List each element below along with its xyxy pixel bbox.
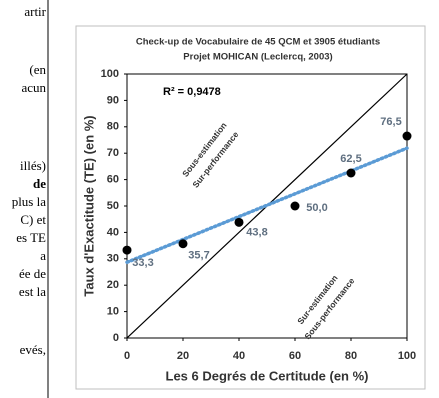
data-point bbox=[122, 245, 132, 255]
data-label: 43,8 bbox=[246, 226, 267, 238]
y-axis-label: Taux d'Exactitude (TE) (en %) bbox=[81, 115, 96, 296]
text-fragment: est la bbox=[18, 284, 46, 299]
data-label: 76,5 bbox=[380, 116, 401, 128]
trendline bbox=[125, 146, 409, 265]
chart-subtitle: Projet MOHICAN (Leclercq, 2003) bbox=[183, 52, 332, 63]
text-fragment: C) et bbox=[20, 212, 46, 227]
x-tick-label: 60 bbox=[289, 350, 301, 362]
text-fragment: a bbox=[40, 248, 46, 263]
text-fragment: de bbox=[33, 176, 46, 191]
data-point bbox=[290, 201, 300, 211]
text-fragment: evés, bbox=[19, 342, 46, 357]
x-tick-label: 100 bbox=[398, 350, 416, 362]
y-tick-label: 60 bbox=[107, 174, 119, 186]
data-point bbox=[402, 131, 412, 141]
y-tick-label: 100 bbox=[101, 68, 119, 80]
chart-frame bbox=[75, 25, 426, 390]
y-tick-label: 10 bbox=[107, 306, 119, 318]
text-fragment: illés) bbox=[20, 158, 46, 173]
y-tick-label: 20 bbox=[107, 279, 119, 291]
data-label: 62,5 bbox=[340, 153, 361, 165]
y-tick-label: 30 bbox=[107, 253, 119, 265]
y-tick-label: 0 bbox=[113, 332, 119, 344]
text-fragment: ée de bbox=[18, 266, 46, 281]
text-fragment: acun bbox=[21, 80, 46, 95]
text-fragment: artir bbox=[24, 4, 46, 19]
y-tick-label: 40 bbox=[107, 226, 119, 238]
y-tick-label: 70 bbox=[107, 147, 119, 159]
data-label: 35,7 bbox=[188, 250, 209, 262]
r-squared: R² = 0,9478 bbox=[163, 86, 221, 98]
data-point bbox=[178, 239, 188, 249]
y-tick-label: 50 bbox=[107, 200, 119, 212]
data-point bbox=[346, 168, 356, 178]
data-point bbox=[234, 217, 244, 227]
x-tick-label: 40 bbox=[233, 350, 245, 362]
data-label: 50,0 bbox=[306, 202, 327, 214]
y-tick-label: 80 bbox=[107, 121, 119, 133]
data-label: 33,3 bbox=[132, 257, 153, 269]
y-tick-label: 90 bbox=[107, 94, 119, 106]
text-fragment: es TE bbox=[16, 230, 46, 245]
text-fragment: plus la bbox=[11, 194, 46, 209]
x-tick-label: 80 bbox=[345, 350, 357, 362]
x-tick-label: 0 bbox=[124, 350, 130, 362]
x-axis-label: Les 6 Degrés de Certitude (en %) bbox=[166, 368, 369, 383]
chart-title: Check-up de Vocabulaire de 45 QCM et 390… bbox=[136, 37, 380, 48]
x-tick-label: 20 bbox=[177, 350, 189, 362]
text-fragment: (en bbox=[29, 62, 46, 77]
